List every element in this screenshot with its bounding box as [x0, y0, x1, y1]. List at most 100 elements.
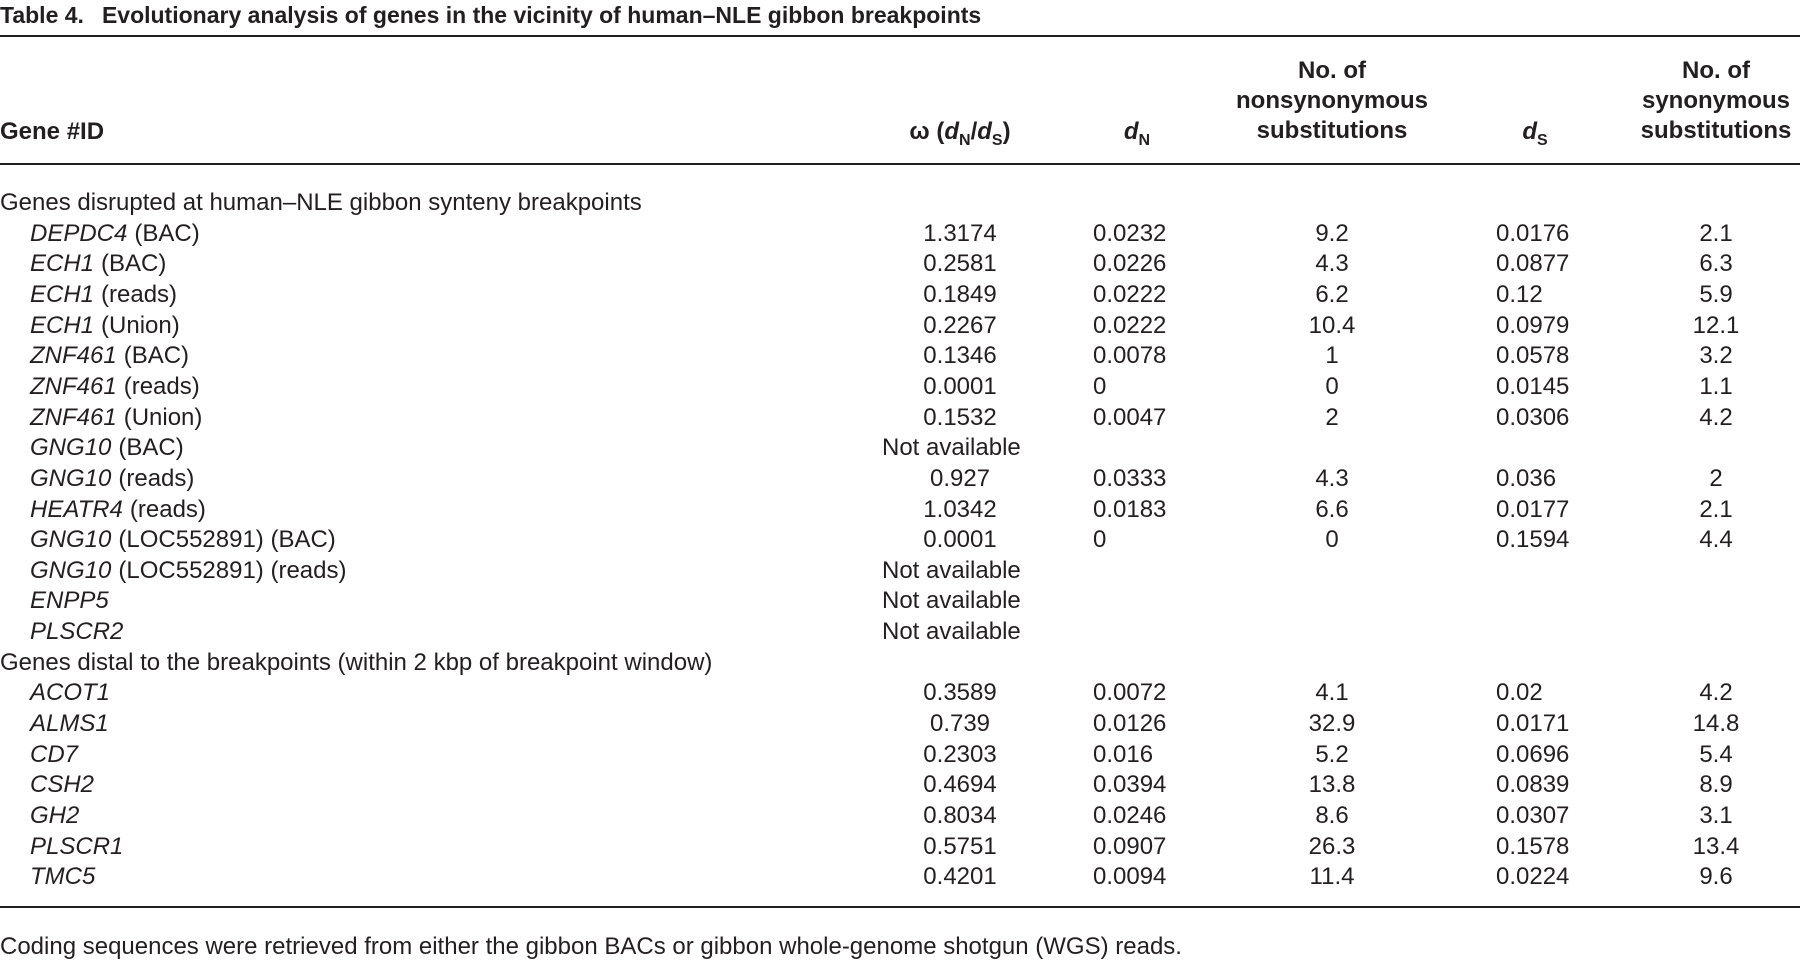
- value-cell: 1: [1325, 342, 1339, 370]
- value-cell: 0: [1093, 372, 1107, 400]
- group-heading: Genes distal to the breakpoints (within …: [0, 648, 713, 676]
- gene-cell: CD7: [30, 740, 78, 770]
- value-cell: 0.0171: [1496, 710, 1570, 738]
- value-cell: 0.2267: [923, 311, 997, 339]
- gene-name: ALMS1: [30, 710, 109, 738]
- header-line: substitutions: [1256, 117, 1408, 144]
- value-cell: 0.4694: [923, 771, 997, 799]
- gene-cell: ZNF461 (reads): [30, 372, 200, 402]
- value-cell: 26.3: [1308, 832, 1356, 860]
- gene-name: ACOT1: [30, 679, 111, 707]
- value-cell: 0.0578: [1496, 342, 1570, 370]
- gene-cell: GH2: [30, 801, 79, 831]
- value-cell: 0.0696: [1496, 740, 1570, 768]
- value-cell: 0.0183: [1093, 495, 1167, 523]
- value-cell: 1.1: [1699, 372, 1733, 400]
- gene-cell: ZNF461 (BAC): [30, 341, 189, 371]
- value-cell: 0.036: [1496, 464, 1557, 492]
- gene-cell: ZNF461 (Union): [30, 403, 202, 433]
- gene-cell: ECH1 (Union): [30, 311, 180, 341]
- value-cell: 4.2: [1699, 679, 1733, 707]
- header-line: No. of: [1298, 57, 1366, 84]
- value-cell: 13.4: [1692, 832, 1740, 860]
- gene-name: GNG10: [30, 464, 112, 492]
- gene-note: (reads): [129, 495, 206, 523]
- value-cell: 3.2: [1699, 342, 1733, 370]
- value-cell: 0.739: [929, 710, 991, 738]
- gene-cell: TMC5: [30, 862, 95, 892]
- value-cell: 5.4: [1699, 740, 1733, 768]
- gene-name: ECH1: [30, 280, 95, 308]
- header-line: substitutions: [1640, 117, 1792, 144]
- value-cell: 0.0078: [1093, 342, 1167, 370]
- gene-cell: HEATR4 (reads): [30, 495, 206, 525]
- header-line: No. of: [1682, 57, 1750, 84]
- value-cell: 1.3174: [923, 219, 997, 247]
- gene-name: ZNF461: [30, 372, 117, 400]
- value-cell: 6.3: [1699, 250, 1733, 278]
- gene-note: (reads): [123, 372, 200, 400]
- top-rule: [0, 35, 1800, 37]
- header-rule: [0, 163, 1800, 165]
- header-part: S: [991, 132, 1003, 149]
- value-cell: 0.5751: [923, 832, 997, 860]
- value-cell: 8.6: [1315, 802, 1349, 829]
- value-cell: 0.1849: [923, 280, 997, 308]
- value-cell: 1.0342: [923, 495, 997, 523]
- gene-note: (LOC552891) (BAC): [118, 526, 336, 554]
- value-cell: 13.8: [1308, 771, 1356, 799]
- header-part: /: [970, 118, 978, 145]
- value-cell: 0.0094: [1093, 863, 1167, 891]
- status-cell: Not available: [882, 556, 1021, 584]
- gene-cell: GNG10 (BAC): [30, 433, 184, 463]
- value-cell: 0.1578: [1496, 832, 1570, 860]
- value-cell: 0: [1093, 526, 1107, 554]
- value-cell: 0.3589: [923, 679, 997, 707]
- value-cell: 14.8: [1692, 710, 1740, 738]
- gene-note: (reads): [118, 464, 195, 492]
- gene-cell: GNG10 (LOC552891) (BAC): [30, 525, 336, 555]
- value-cell: 6.6: [1315, 495, 1349, 523]
- header-part: d: [944, 118, 960, 145]
- gene-cell: ENPP5: [30, 586, 109, 616]
- value-cell: 0.02: [1496, 679, 1543, 707]
- gene-note: (BAC): [123, 342, 190, 370]
- gene-cell: ECH1 (reads): [30, 280, 177, 310]
- table-title: Table 4. Evolutionary analysis of genes i…: [0, 0, 981, 30]
- value-cell: 0.0222: [1093, 311, 1167, 339]
- value-cell: 0.0072: [1093, 679, 1167, 707]
- gene-note: (BAC): [101, 250, 167, 278]
- value-cell: 4.1: [1315, 679, 1349, 707]
- value-cell: 0.12: [1496, 280, 1543, 308]
- gene-name: PLSCR2: [30, 618, 124, 646]
- value-cell: 4.3: [1315, 250, 1349, 278]
- gene-cell: ACOT1: [30, 678, 110, 708]
- title-text: Evolutionary analysis of genes in the vi…: [101, 2, 982, 28]
- gene-cell: GNG10 (LOC552891) (reads): [30, 556, 346, 586]
- gene-name: ENPP5: [30, 587, 109, 615]
- footnote: Coding sequences were retrieved from eit…: [0, 933, 1182, 960]
- header-part: d: [977, 118, 992, 145]
- value-cell: 9.6: [1699, 863, 1733, 891]
- gene-note: (Union): [123, 403, 203, 431]
- value-cell: 0.2303: [923, 740, 997, 768]
- header-line: synonymous: [1641, 87, 1791, 114]
- value-cell: 4.4: [1699, 526, 1733, 554]
- table-label: Table 4.: [0, 2, 84, 28]
- gene-note: (BAC): [118, 434, 184, 462]
- column-header: No. of nonsynonymous substitutions: [1236, 56, 1428, 146]
- value-cell: 0.0177: [1496, 495, 1570, 523]
- column-header: dN: [1124, 117, 1151, 149]
- value-cell: 0.0979: [1496, 311, 1570, 339]
- value-cell: 0.0232: [1093, 219, 1167, 247]
- status-cell: Not available: [882, 587, 1021, 615]
- header-part: d: [1522, 118, 1537, 145]
- gene-cell: ALMS1: [30, 709, 109, 739]
- value-cell: 5.2: [1315, 740, 1349, 768]
- gene-name: PLSCR1: [30, 832, 124, 860]
- gene-name: CSH2: [30, 771, 95, 799]
- header-part: N: [1138, 132, 1151, 149]
- value-cell: 0.0907: [1093, 832, 1167, 860]
- value-cell: 0.0224: [1496, 863, 1570, 891]
- value-cell: 0.0126: [1093, 710, 1167, 738]
